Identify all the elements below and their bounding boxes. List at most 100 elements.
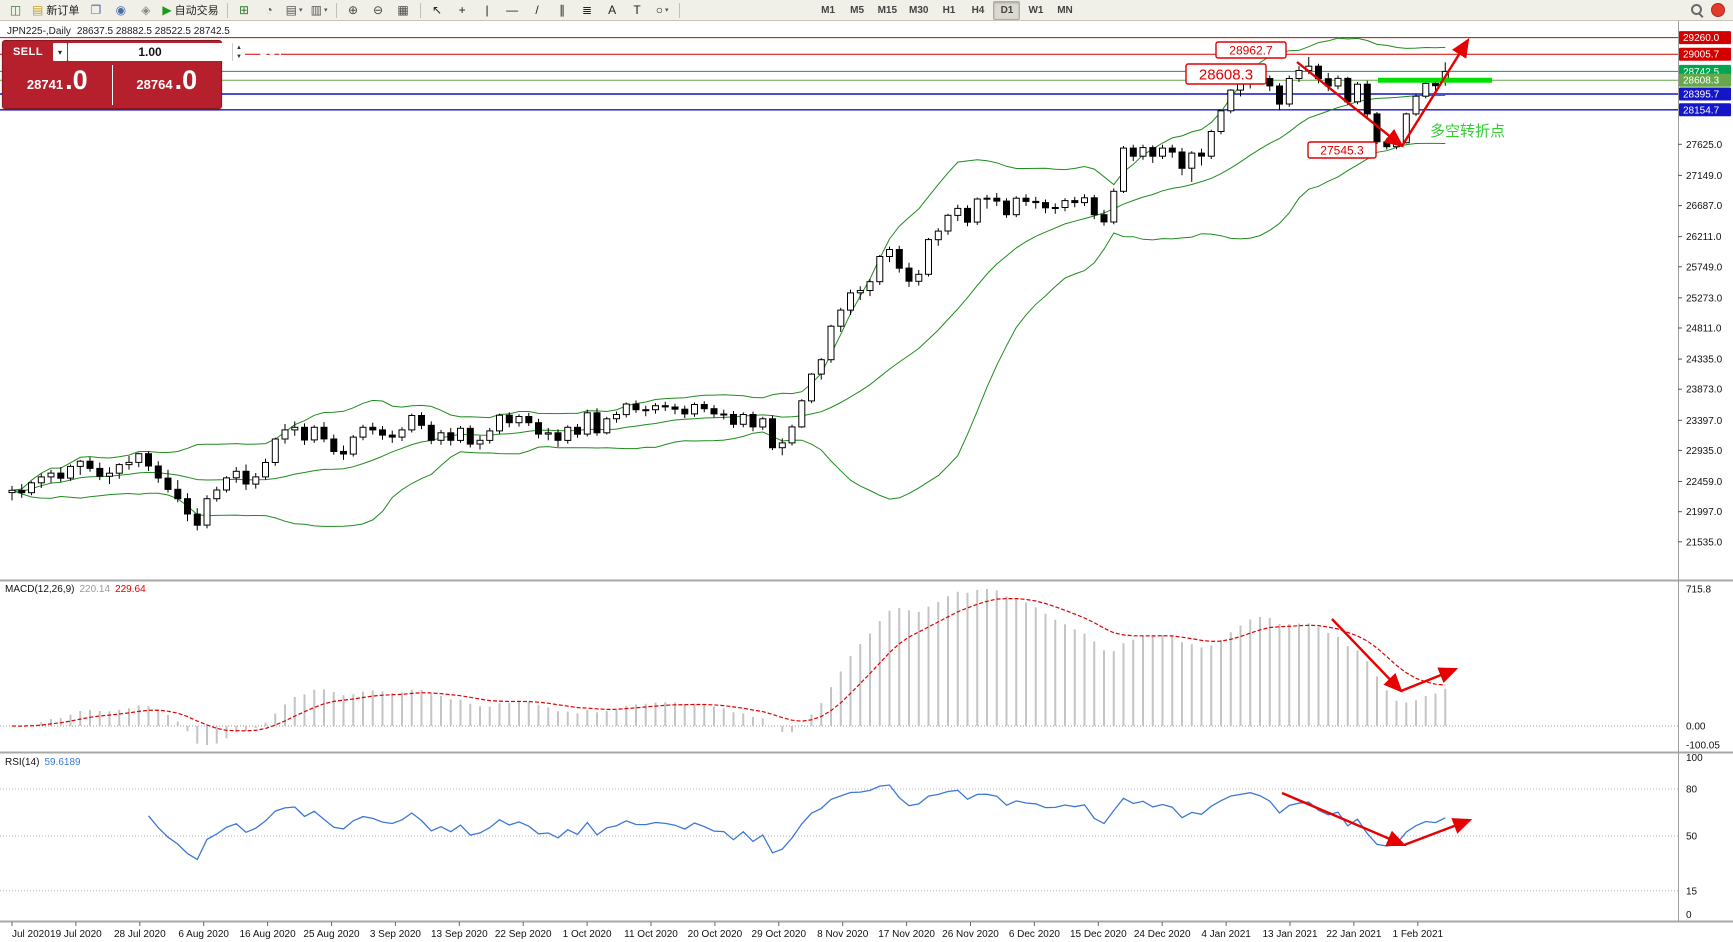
svg-text:29260.0: 29260.0 <box>1683 33 1720 44</box>
vertical-line-icon: | <box>485 3 489 17</box>
timeframe-m30-button[interactable]: M30 <box>909 4 929 16</box>
channel-button[interactable]: ∥ <box>551 1 574 20</box>
svg-text:26 Nov 2020: 26 Nov 2020 <box>942 929 999 940</box>
svg-text:0.00: 0.00 <box>1686 722 1706 733</box>
macd-name: MACD(12,26,9) <box>5 584 75 595</box>
bollinger-upper-band <box>11 37 1446 491</box>
tile-windows-button[interactable]: ▦ <box>392 1 415 20</box>
templates-button[interactable]: ▥ ▾ <box>308 1 331 20</box>
trend-arrow-rsi-1[interactable] <box>1281 791 1407 847</box>
timeframe-m5-button[interactable]: M5 <box>850 4 865 16</box>
svg-text:22 Sep 2020: 22 Sep 2020 <box>495 929 552 940</box>
market-button[interactable]: ◈ <box>134 1 157 20</box>
ask-price-main: 28764 <box>136 77 173 92</box>
crosshair-icon: + <box>458 3 466 17</box>
svg-text:23397.0: 23397.0 <box>1686 416 1723 427</box>
svg-text:4 Jan 2021: 4 Jan 2021 <box>1201 929 1251 940</box>
chart-type-button[interactable]: ▤ ▾ <box>283 1 306 20</box>
volume-input[interactable] <box>68 43 232 61</box>
svg-text:15 Dec 2020: 15 Dec 2020 <box>1070 929 1127 940</box>
chart-background <box>0 20 1733 942</box>
trend-arrow-rsi-2[interactable] <box>1403 818 1473 847</box>
text-button[interactable]: A <box>601 1 624 20</box>
chevron-down-icon: ▾ <box>298 7 303 14</box>
svg-text:Jul 2020: Jul 2020 <box>12 929 50 940</box>
svg-text:8 Nov 2020: 8 Nov 2020 <box>817 929 869 940</box>
timeframe-d1-button[interactable]: D1 <box>993 0 1021 20</box>
crosshair-button[interactable]: + <box>451 1 474 20</box>
vertical-line-button[interactable]: | <box>476 1 499 20</box>
volume-decrease-button[interactable]: ▼ <box>236 53 242 60</box>
templates-icon: ▥ <box>310 3 322 17</box>
svg-text:15: 15 <box>1686 886 1698 897</box>
timeframe-w1-button[interactable]: W1 <box>1028 4 1044 16</box>
price-scale[interactable]: 27625.0 27149.0 26687.0 26211.0 25749.0 25273… <box>1678 31 1731 921</box>
buy-button[interactable]: BUY <box>259 45 285 58</box>
macd-signal-line <box>11 598 1446 732</box>
timeframe-m15-button[interactable]: M15 <box>877 4 898 16</box>
signals-icon: ◉ <box>115 3 127 17</box>
notification-badge-icon[interactable] <box>1711 3 1725 17</box>
label-button[interactable]: T <box>626 1 649 20</box>
fibonacci-button[interactable]: ≣ <box>576 1 599 20</box>
cursor-button[interactable]: ↖ <box>426 1 449 20</box>
zoom-out-icon: ⊖ <box>373 3 384 17</box>
new-chart-button[interactable]: ◫ <box>4 1 27 20</box>
timeframe-h1-button[interactable]: H1 <box>942 4 956 16</box>
shapes-button[interactable]: ○ ▾ <box>651 1 674 20</box>
timeframe-h4-button[interactable]: H4 <box>971 4 985 16</box>
price-label-29005.7 <box>1679 47 1731 61</box>
svg-text:22 Jan 2021: 22 Jan 2021 <box>1326 929 1381 940</box>
new-order-button[interactable]: ▤ 新订单 <box>29 1 82 20</box>
date-scale[interactable]: Jul 2020 19 Jul 2020 28 Jul 2020 6 Aug 2020… <box>11 922 1444 940</box>
charts-grid-icon: ❐ <box>90 3 102 17</box>
zoom-in-button[interactable]: ⊕ <box>342 1 365 20</box>
signals-button[interactable]: ◉ <box>109 1 132 20</box>
trendline-button[interactable]: / <box>526 1 549 20</box>
price-callout-27545.3[interactable] <box>1307 141 1377 159</box>
sell-button[interactable]: SELL <box>12 45 44 58</box>
svg-text:3 Sep 2020: 3 Sep 2020 <box>370 929 422 940</box>
price-level-lines[interactable] <box>0 37 1678 111</box>
turning-point-annotation[interactable]: 多空转折点 <box>1430 123 1505 140</box>
tile-windows-icon: ▦ <box>397 3 409 17</box>
trend-arrow-main-2[interactable] <box>1400 37 1470 147</box>
svg-text:50: 50 <box>1686 832 1698 843</box>
market-icon: ◈ <box>141 3 151 17</box>
charts-grid-button[interactable]: ❐ <box>84 1 107 20</box>
svg-text:28608.3: 28608.3 <box>1683 76 1720 87</box>
svg-text:1 Feb 2021: 1 Feb 2021 <box>1392 929 1443 940</box>
search-icon[interactable] <box>1690 3 1704 17</box>
sell-price-button[interactable]: 28741.0 <box>3 62 112 108</box>
buy-price-button[interactable]: 28764.0 <box>113 62 222 108</box>
svg-text:29 Oct 2020: 29 Oct 2020 <box>752 929 807 940</box>
timeframe-m1-button[interactable]: M1 <box>821 4 836 16</box>
volume-increase-button[interactable]: ▲ <box>236 44 242 51</box>
period-button[interactable]: ◔ <box>258 1 281 20</box>
rsi-value: 59.6189 <box>44 757 81 768</box>
label-icon: T <box>633 3 641 17</box>
trend-arrow-macd-2[interactable] <box>1400 667 1459 693</box>
add-indicator-button[interactable]: ⊞ <box>233 1 256 20</box>
horizontal-line-button[interactable]: — <box>501 1 524 20</box>
trend-arrow-main-1[interactable] <box>1296 61 1404 148</box>
volume-input-wrap: ▲ ▼ <box>68 43 245 61</box>
svg-text:24 Dec 2020: 24 Dec 2020 <box>1134 929 1191 940</box>
svg-text:28742.5: 28742.5 <box>1683 67 1720 78</box>
toolbar-separator <box>226 2 228 18</box>
price-callout-28962.7[interactable] <box>1215 41 1287 59</box>
auto-trading-button[interactable]: ▶ 自动交易 <box>159 1 221 20</box>
rsi-line <box>147 784 1446 861</box>
svg-text:24811.0: 24811.0 <box>1686 324 1722 335</box>
timeframe-mn-button[interactable]: MN <box>1057 4 1073 16</box>
svg-text:16 Aug 2020: 16 Aug 2020 <box>240 929 297 940</box>
trend-arrow-macd-1[interactable] <box>1331 618 1403 693</box>
svg-text:28154.7: 28154.7 <box>1683 105 1720 116</box>
zoom-out-button[interactable]: ⊖ <box>367 1 390 20</box>
chart-annotations[interactable]: 28962.7 28608.3 27545.3 多空转折点 <box>1185 37 1505 847</box>
svg-text:17 Nov 2020: 17 Nov 2020 <box>878 929 935 940</box>
order-type-dropdown[interactable]: ▾ <box>53 43 67 61</box>
svg-text:25749.0: 25749.0 <box>1686 262 1723 273</box>
price-callout-28608.3[interactable] <box>1185 63 1267 85</box>
